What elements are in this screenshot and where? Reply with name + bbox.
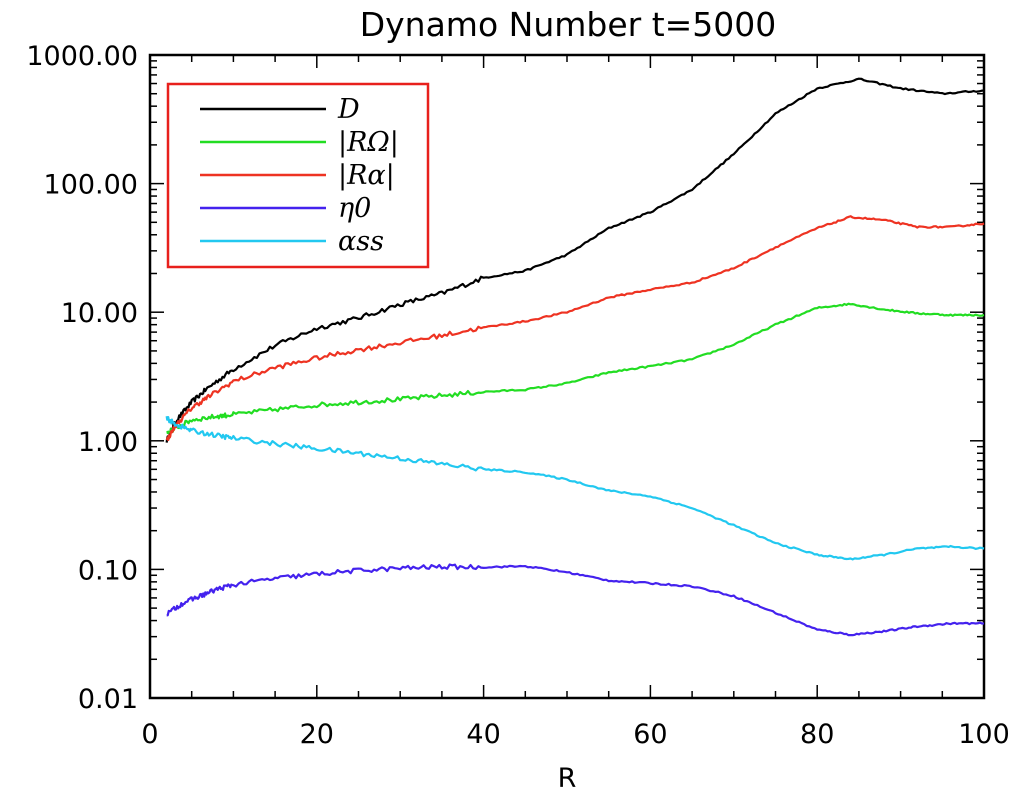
legend-label-1: |RΩ| bbox=[338, 127, 399, 158]
y-tick-label: 1.00 bbox=[78, 427, 138, 458]
y-tick-label: 100.00 bbox=[44, 170, 138, 201]
x-tick-label: 0 bbox=[141, 719, 158, 750]
series-line-4 bbox=[165, 416, 985, 561]
x-axis-tick-labels: 0 20 40 60 80 100 bbox=[141, 719, 1009, 750]
x-axis-title: R bbox=[558, 763, 577, 794]
x-tick-label: 100 bbox=[958, 719, 1010, 750]
legend-label-0: D bbox=[337, 94, 360, 125]
series-line-1 bbox=[166, 302, 985, 435]
axis-ticks bbox=[149, 54, 985, 699]
x-tick-label: 20 bbox=[300, 719, 334, 750]
x-tick-label: 60 bbox=[633, 719, 667, 750]
series-line-2 bbox=[165, 215, 985, 442]
legend-label-4: αss bbox=[338, 226, 384, 257]
series-lines bbox=[165, 77, 985, 637]
legend-label-2: |Rα| bbox=[338, 160, 395, 191]
legend-label-3: η0 bbox=[338, 193, 371, 224]
y-tick-label: 1000.00 bbox=[26, 41, 138, 72]
y-tick-label: 0.01 bbox=[78, 684, 138, 715]
series-line-0 bbox=[165, 77, 985, 443]
x-tick-label: 80 bbox=[800, 719, 834, 750]
chart-title: Dynamo Number t=5000 bbox=[360, 5, 777, 44]
y-axis-tick-labels: 0.01 0.10 1.00 10.00 100.00 1000.00 bbox=[26, 41, 138, 715]
series-line-3 bbox=[166, 563, 985, 637]
x-tick-label: 40 bbox=[466, 719, 500, 750]
y-tick-label: 10.00 bbox=[61, 298, 138, 329]
y-tick-label: 0.10 bbox=[78, 555, 138, 586]
